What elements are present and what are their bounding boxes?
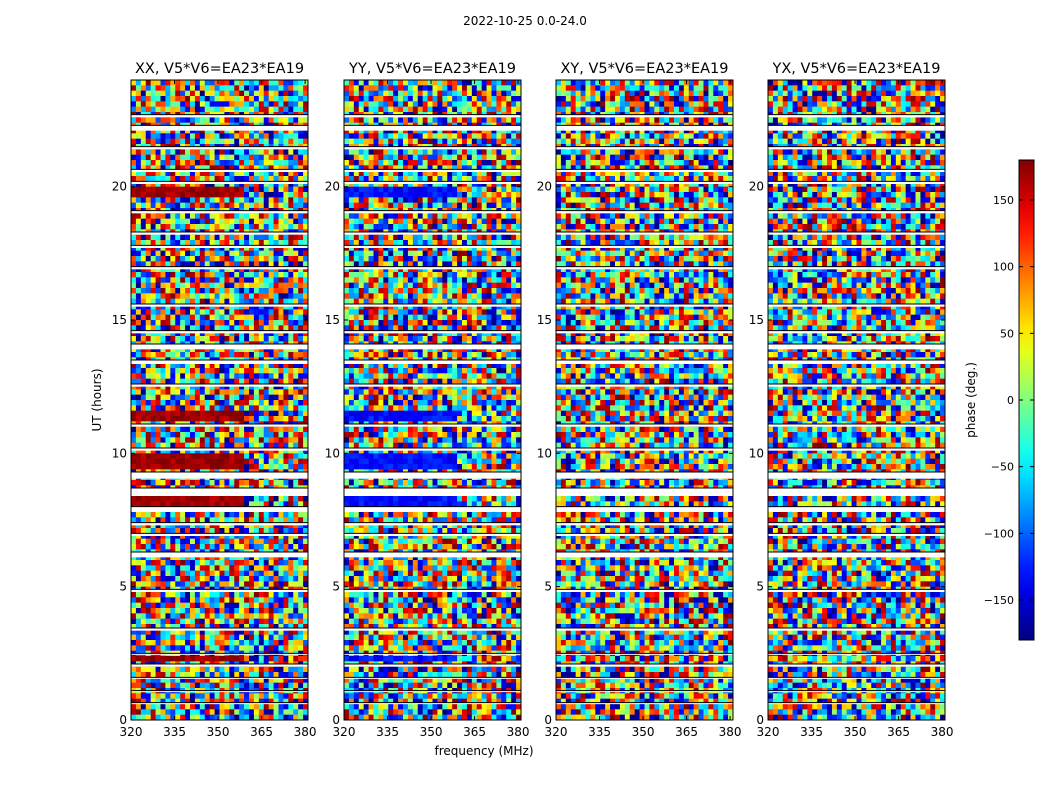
x-tick-label: 350 — [632, 725, 655, 739]
colorbar-tick-label: −100 — [984, 527, 1014, 540]
x-tick-label: 335 — [800, 725, 823, 739]
x-tick-label: 380 — [931, 725, 954, 739]
heatmap-xx — [131, 80, 308, 720]
colorbar-tick-label: 50 — [1000, 327, 1014, 340]
y-tick-label: 20 — [537, 180, 552, 194]
y-tick-label: 15 — [749, 313, 764, 327]
y-tick-label: 15 — [325, 313, 340, 327]
panel-yx: YX, V5*V6=EA23*EA19 320 335 350 365 380 0 5 10 15… — [749, 61, 954, 739]
x-tick-label: 320 — [757, 725, 780, 739]
colorbar-tick-label: 100 — [993, 261, 1014, 274]
x-tick-label: 320 — [333, 725, 356, 739]
y-tick-label: 15 — [112, 313, 127, 327]
y-tick-label: 5 — [119, 580, 127, 594]
y-tick-label: 0 — [119, 713, 127, 727]
panel-frame — [130, 79, 309, 721]
y-tick-label: 10 — [537, 446, 552, 460]
panel-xx: XX, V5*V6=EA23*EA19 320 335 350 365 380 0 5 10 15… — [112, 61, 317, 739]
x-tick-label: 350 — [207, 725, 230, 739]
heatmap-yy — [344, 80, 521, 720]
heatmap-yx — [768, 80, 945, 720]
y-tick-label: 5 — [332, 580, 340, 594]
y-tick-label: 5 — [756, 580, 764, 594]
panel-title: XY, V5*V6=EA23*EA19 — [560, 61, 728, 77]
x-tick-label: 320 — [545, 725, 568, 739]
panel-xy: XY, V5*V6=EA23*EA19 320 335 350 365 380 0 5 10 15… — [537, 61, 742, 739]
x-tick-label: 365 — [887, 725, 910, 739]
colorbar-tick-label: 0 — [1007, 394, 1014, 407]
x-tick-label: 335 — [163, 725, 186, 739]
y-tick-label: 20 — [112, 180, 127, 194]
x-tick-label: 380 — [719, 725, 742, 739]
x-tick-label: 365 — [675, 725, 698, 739]
panel-title: YY, V5*V6=EA23*EA19 — [348, 61, 516, 77]
colorbar-tick-label: −50 — [991, 461, 1014, 474]
y-tick-label: 0 — [544, 713, 552, 727]
x-tick-label: 380 — [294, 725, 317, 739]
x-tick-label: 380 — [507, 725, 530, 739]
panel-frame — [555, 79, 734, 721]
panel-title: YX, V5*V6=EA23*EA19 — [771, 61, 940, 77]
panel-frame — [767, 79, 946, 721]
colorbar-label: phase (deg.) — [964, 362, 978, 438]
panel-frame — [343, 79, 522, 721]
x-axis-label: frequency (MHz) — [434, 744, 533, 758]
x-tick-label: 320 — [120, 725, 143, 739]
y-tick-label: 0 — [756, 713, 764, 727]
y-tick-label: 0 — [332, 713, 340, 727]
y-tick-label: 20 — [325, 180, 340, 194]
y-tick-label: 5 — [544, 580, 552, 594]
panel-yy: YY, V5*V6=EA23*EA19 320 335 350 365 380 0 5 10 15… — [325, 61, 530, 739]
x-tick-label: 335 — [588, 725, 611, 739]
y-tick-label: 15 — [537, 313, 552, 327]
colorbar-tick-label: −150 — [984, 594, 1014, 607]
panel-title: XX, V5*V6=EA23*EA19 — [135, 61, 304, 77]
figure-suptitle: 2022-10-25 0.0-24.0 — [463, 14, 587, 28]
y-tick-label: 10 — [749, 446, 764, 460]
x-tick-label: 365 — [250, 725, 273, 739]
x-tick-label: 350 — [844, 725, 867, 739]
colorbar: −150 −100 −50 0 50 100 150 phase (deg.) — [964, 159, 1035, 641]
y-axis-label: UT (hours) — [90, 368, 104, 431]
x-tick-label: 365 — [463, 725, 486, 739]
y-tick-label: 10 — [112, 446, 127, 460]
y-tick-label: 20 — [749, 180, 764, 194]
x-tick-label: 335 — [376, 725, 399, 739]
y-tick-label: 10 — [325, 446, 340, 460]
colorbar-tick-label: 150 — [993, 194, 1014, 207]
heatmap-xy — [556, 80, 733, 720]
x-tick-label: 350 — [420, 725, 443, 739]
